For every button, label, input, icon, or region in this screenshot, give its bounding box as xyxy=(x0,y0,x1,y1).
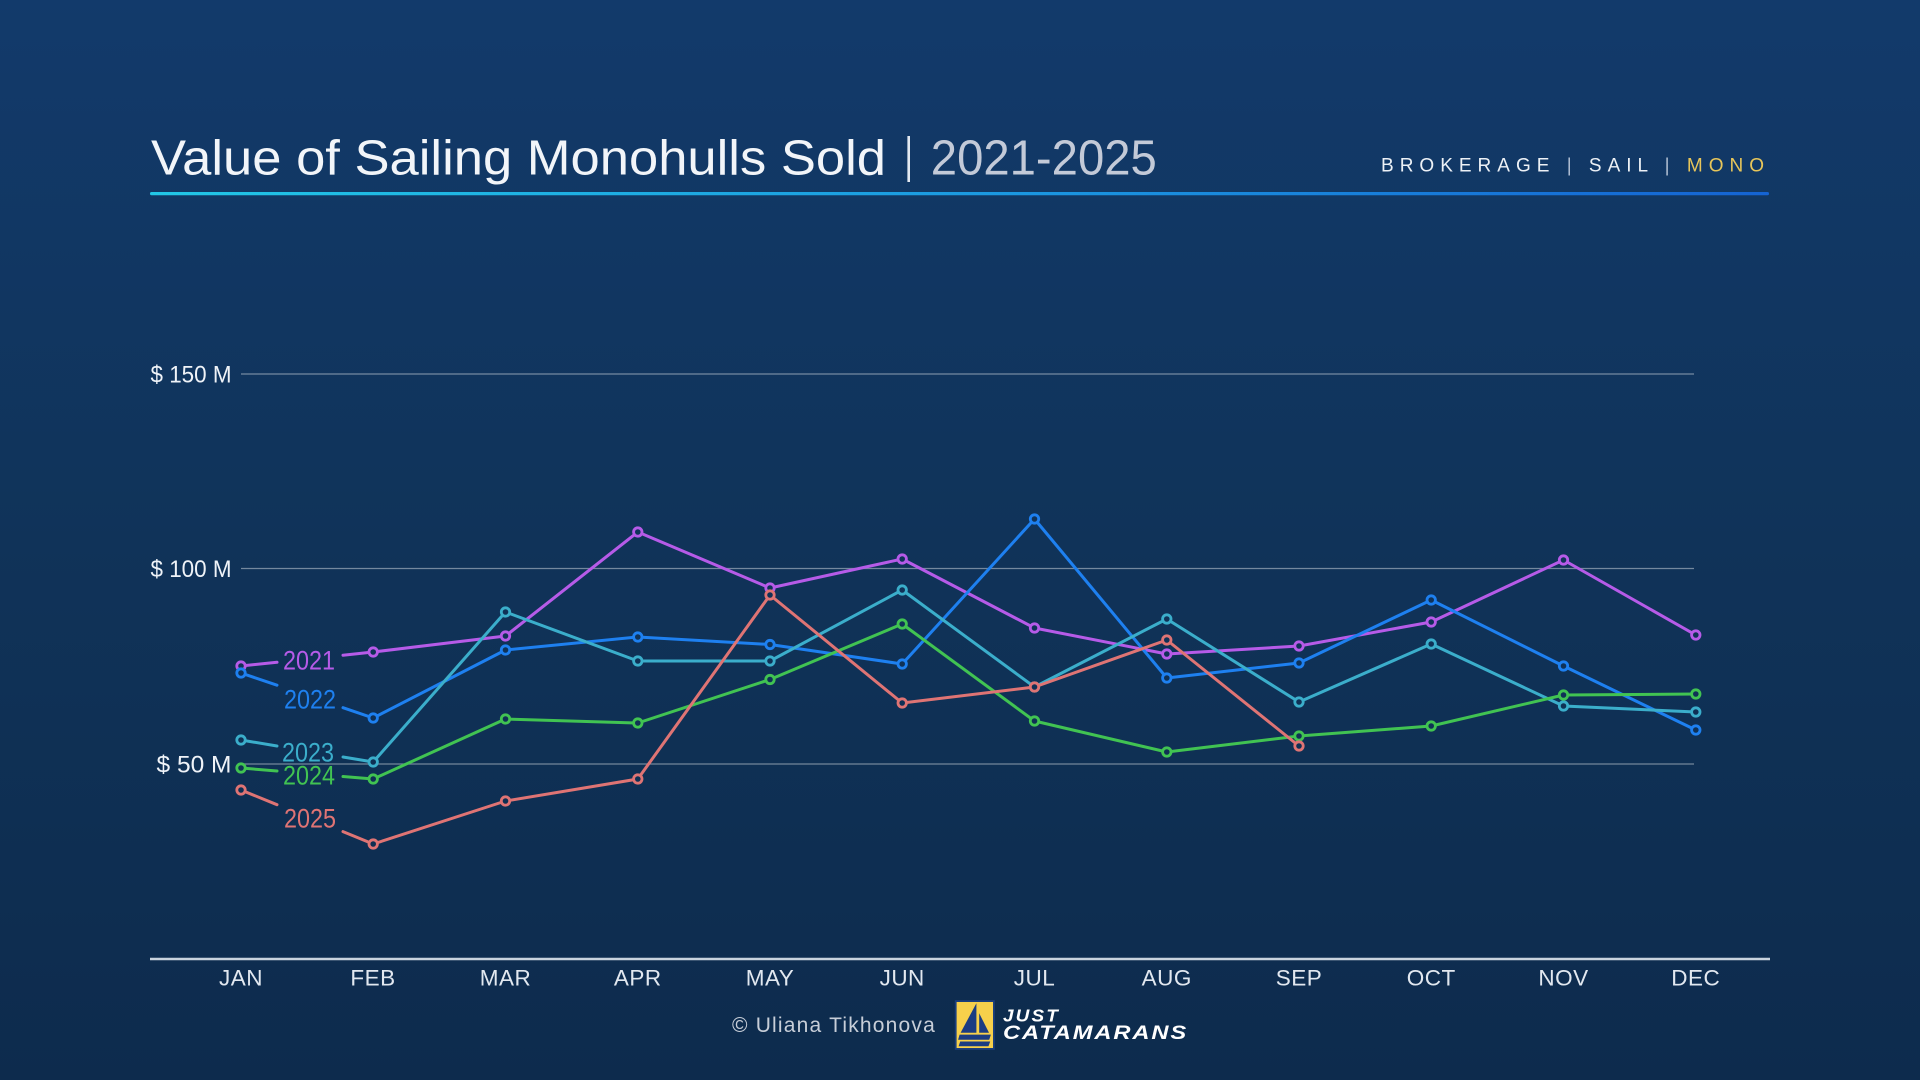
svg-text:BROKERAGE | SAIL | MONO: BROKERAGE | SAIL | MONO xyxy=(1381,156,1770,177)
svg-text:2025: 2025 xyxy=(284,804,336,834)
svg-text:OCT: OCT xyxy=(1407,966,1456,991)
svg-text:JUN: JUN xyxy=(880,966,925,991)
svg-text:2021-2025: 2021-2025 xyxy=(931,132,1157,186)
svg-text:FEB: FEB xyxy=(350,966,395,991)
svg-text:2024: 2024 xyxy=(283,761,335,791)
svg-text:DEC: DEC xyxy=(1671,966,1720,991)
svg-text:CATAMARANS: CATAMARANS xyxy=(1003,1023,1188,1044)
svg-text:$ 100 M: $ 100 M xyxy=(151,556,232,583)
svg-text:AUG: AUG xyxy=(1142,966,1192,991)
svg-text:2021: 2021 xyxy=(283,646,335,676)
svg-text:MAY: MAY xyxy=(746,966,795,991)
svg-text:JUL: JUL xyxy=(1014,966,1056,991)
svg-text:2023: 2023 xyxy=(282,738,334,768)
svg-text:MAR: MAR xyxy=(480,966,532,991)
svg-text:APR: APR xyxy=(614,966,662,991)
svg-text:SEP: SEP xyxy=(1276,966,1323,991)
svg-text:NOV: NOV xyxy=(1538,966,1588,991)
svg-text:$ 50 M: $ 50 M xyxy=(157,752,232,779)
svg-text:JUST: JUST xyxy=(1003,1006,1060,1026)
svg-text:Value of Sailing Monohulls Sol: Value of Sailing Monohulls Sold xyxy=(151,132,886,186)
svg-text:JAN: JAN xyxy=(219,966,263,991)
svg-text:© Uliana Tikhonova: © Uliana Tikhonova xyxy=(732,1014,936,1037)
svg-text:$ 150 M: $ 150 M xyxy=(151,362,232,389)
svg-text:2022: 2022 xyxy=(284,685,336,715)
